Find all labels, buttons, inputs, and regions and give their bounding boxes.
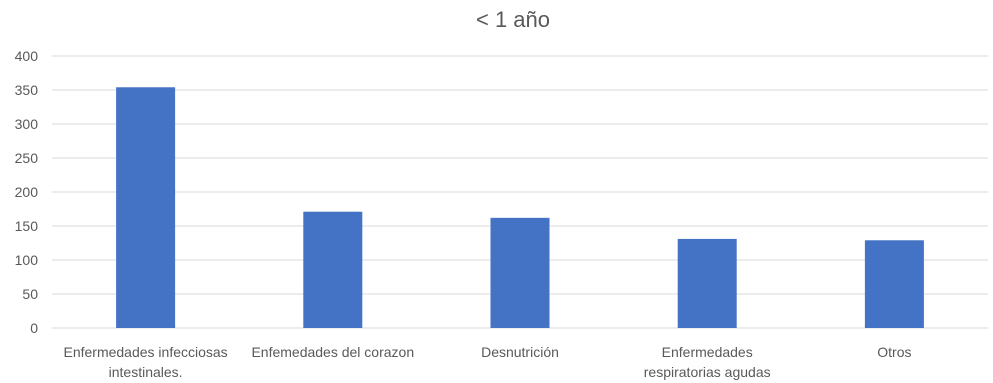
y-tick-label: 400 [15, 48, 39, 64]
bar [116, 87, 175, 328]
x-category-label-line: Enfermedades [662, 344, 753, 360]
x-category-label-line: respiratorias agudas [644, 364, 771, 380]
y-tick-label: 150 [15, 218, 39, 234]
y-tick-label: 300 [15, 116, 39, 132]
chart-title: < 1 año [476, 7, 550, 32]
y-tick-label: 250 [15, 150, 39, 166]
bar [303, 212, 362, 328]
x-category-label-line: Desnutrición [481, 344, 559, 360]
x-category-label: Enfemedades del corazon [251, 344, 414, 360]
y-tick-label: 100 [15, 252, 39, 268]
y-tick-label: 200 [15, 184, 39, 200]
x-category-label: Enfermedades infecciosas intestinales. [63, 344, 227, 380]
bar [678, 239, 737, 328]
x-category-label-line: Enfemedades del corazon [251, 344, 414, 360]
y-tick-label: 0 [30, 320, 38, 336]
x-axis-labels: Enfermedades infecciosas intestinales.Enf… [63, 344, 911, 380]
x-category-label-line: intestinales. [109, 364, 183, 380]
bar [491, 218, 550, 328]
y-tick-label: 50 [22, 286, 38, 302]
x-category-label: Otros [877, 344, 911, 360]
x-category-label-line: Otros [877, 344, 911, 360]
bar [865, 240, 924, 328]
x-category-label: Desnutrición [481, 344, 559, 360]
y-axis-ticks: 0 50 100 150 200 250 300 350 400 [15, 48, 39, 336]
y-tick-label: 350 [15, 82, 39, 98]
bars [116, 87, 924, 328]
x-category-label-line: Enfermedades infecciosas [63, 344, 227, 360]
x-category-label: Enfermedades respiratorias agudas [644, 344, 771, 380]
